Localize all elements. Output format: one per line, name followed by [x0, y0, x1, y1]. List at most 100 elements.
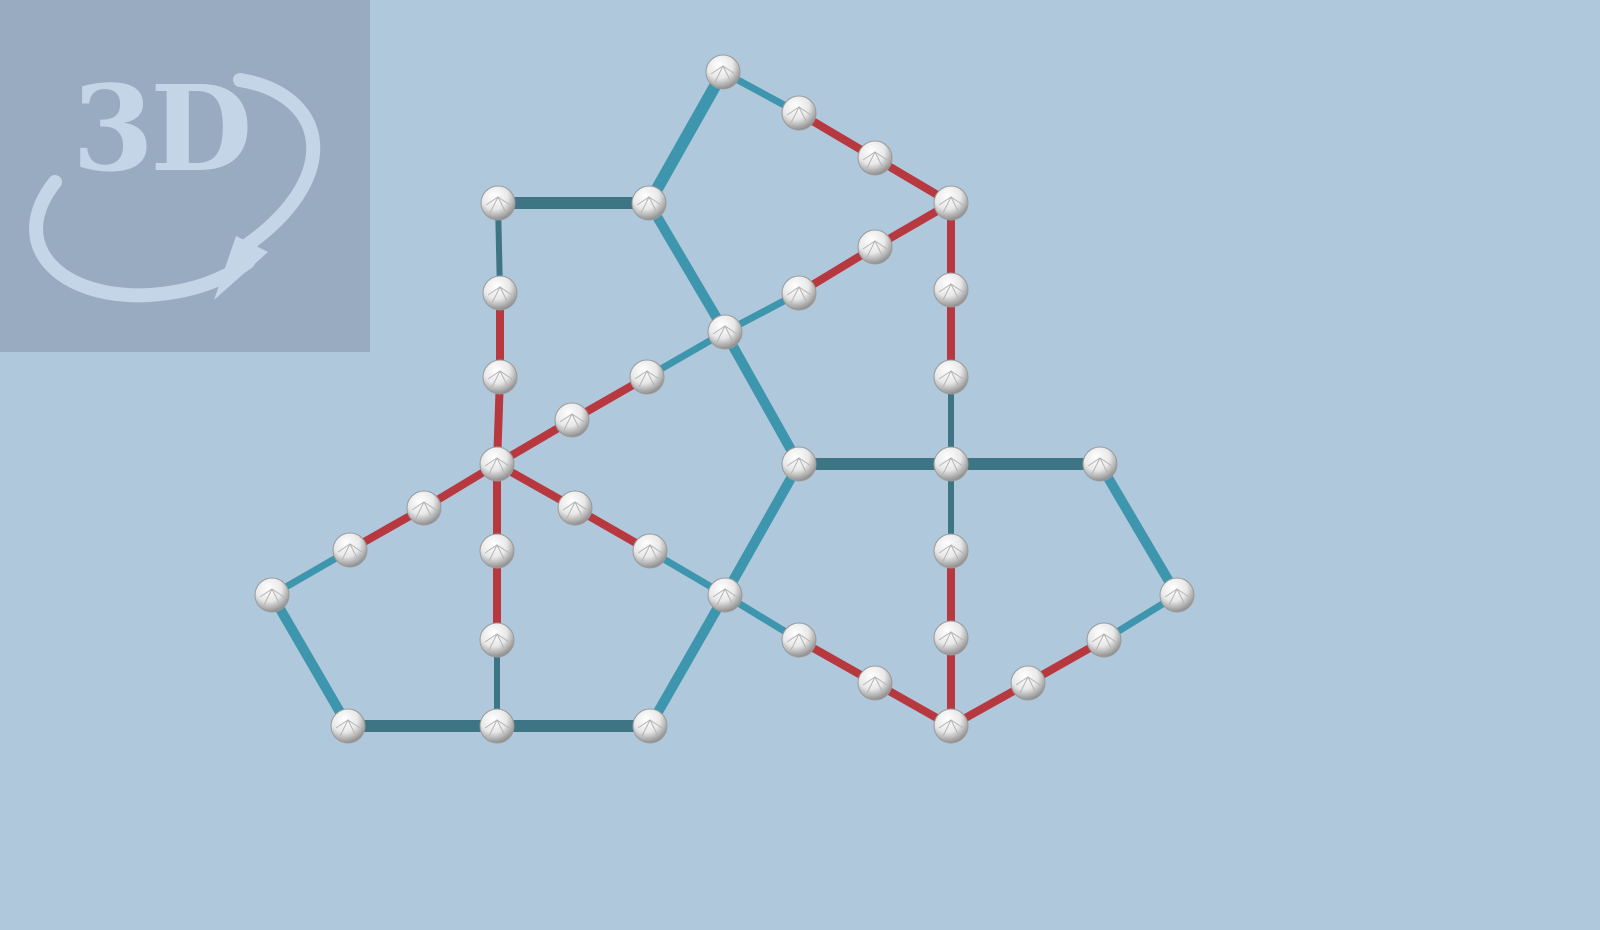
node-facets — [862, 150, 888, 169]
node-n4[interactable] — [933, 185, 969, 221]
nodes-layer — [254, 54, 1195, 744]
node-sphere — [781, 95, 817, 131]
node-sphere — [330, 708, 366, 744]
node-n1[interactable] — [705, 54, 741, 90]
node-sphere — [629, 359, 665, 395]
node-sphere — [254, 577, 290, 613]
node-sphere — [705, 54, 741, 90]
node-n30[interactable] — [781, 622, 817, 658]
node-sphere — [933, 359, 969, 395]
node-sphere — [933, 272, 969, 308]
node-facets — [559, 412, 585, 431]
node-n37[interactable] — [632, 708, 668, 744]
node-n15[interactable] — [554, 402, 590, 438]
node-facets — [1164, 587, 1190, 606]
node-n3[interactable] — [857, 140, 893, 176]
node-sphere — [632, 708, 668, 744]
node-n32[interactable] — [1086, 622, 1122, 658]
node-facets — [712, 324, 738, 343]
node-facets — [938, 195, 964, 214]
node-facets — [562, 500, 588, 519]
node-sphere — [933, 533, 969, 569]
node-sphere — [1086, 622, 1122, 658]
node-n6[interactable] — [631, 185, 667, 221]
node-n35[interactable] — [330, 708, 366, 744]
node-sphere — [707, 314, 743, 350]
node-n12[interactable] — [629, 359, 665, 395]
node-n24[interactable] — [632, 533, 668, 569]
node-facets — [485, 195, 511, 214]
node-facets — [786, 105, 812, 124]
node-n26[interactable] — [254, 577, 290, 613]
node-facets — [484, 718, 510, 737]
edge-n19-n28 — [1095, 459, 1182, 600]
node-facets — [938, 543, 964, 562]
node-n8[interactable] — [857, 229, 893, 265]
node-n2[interactable] — [781, 95, 817, 131]
node-n38[interactable] — [933, 708, 969, 744]
node-facets — [786, 632, 812, 651]
node-facets — [786, 456, 812, 475]
node-n28[interactable] — [1159, 577, 1195, 613]
node-sphere — [857, 140, 893, 176]
node-facets — [259, 587, 285, 606]
edge-n17-n27 — [720, 459, 804, 600]
node-sphere — [482, 359, 518, 395]
node-n33[interactable] — [857, 665, 893, 701]
node-sphere — [479, 622, 515, 658]
node-facets — [938, 456, 964, 475]
node-sphere — [482, 275, 518, 311]
node-sphere — [933, 446, 969, 482]
node-n22[interactable] — [332, 532, 368, 568]
node-facets — [1015, 675, 1041, 694]
node-n18[interactable] — [933, 446, 969, 482]
node-n29[interactable] — [479, 622, 515, 658]
node-sphere — [933, 620, 969, 656]
node-sphere — [1010, 665, 1046, 701]
rotate-3d-arrow-icon — [29, 73, 321, 303]
node-sphere — [332, 532, 368, 568]
node-n23[interactable] — [479, 533, 515, 569]
node-facets — [938, 369, 964, 388]
node-facets — [337, 542, 363, 561]
node-sphere — [781, 622, 817, 658]
node-facets — [712, 587, 738, 606]
edges-layer — [267, 66, 1182, 732]
node-facets — [938, 630, 964, 649]
node-sphere — [479, 708, 515, 744]
node-n27[interactable] — [707, 577, 743, 613]
node-n16[interactable] — [479, 446, 515, 482]
node-facets — [786, 285, 812, 304]
node-sphere — [479, 533, 515, 569]
node-n36[interactable] — [479, 708, 515, 744]
node-n13[interactable] — [482, 359, 518, 395]
node-n17[interactable] — [781, 446, 817, 482]
edge-n6-n11 — [644, 198, 730, 337]
node-facets — [938, 718, 964, 737]
node-sphere — [857, 665, 893, 701]
edge-n1-n6 — [643, 66, 729, 209]
node-n21[interactable] — [557, 490, 593, 526]
node-sphere — [1159, 577, 1195, 613]
node-facets — [487, 369, 513, 388]
node-sphere — [632, 533, 668, 569]
node-facets — [484, 632, 510, 651]
node-n5[interactable] — [480, 185, 516, 221]
node-n11[interactable] — [707, 314, 743, 350]
node-n31[interactable] — [933, 620, 969, 656]
node-sphere — [406, 490, 442, 526]
node-n19[interactable] — [1082, 446, 1118, 482]
node-facets — [637, 543, 663, 562]
node-n20[interactable] — [406, 490, 442, 526]
3d-view-badge[interactable]: 3D — [0, 0, 370, 352]
node-n25[interactable] — [933, 533, 969, 569]
node-facets — [710, 64, 736, 83]
node-facets — [862, 239, 888, 258]
node-facets — [938, 282, 964, 301]
node-n7[interactable] — [482, 275, 518, 311]
node-n10[interactable] — [933, 272, 969, 308]
node-n14[interactable] — [933, 359, 969, 395]
node-n9[interactable] — [781, 275, 817, 311]
node-n34[interactable] — [1010, 665, 1046, 701]
